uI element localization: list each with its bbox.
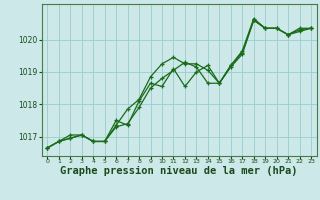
X-axis label: Graphe pression niveau de la mer (hPa): Graphe pression niveau de la mer (hPa)	[60, 166, 298, 176]
